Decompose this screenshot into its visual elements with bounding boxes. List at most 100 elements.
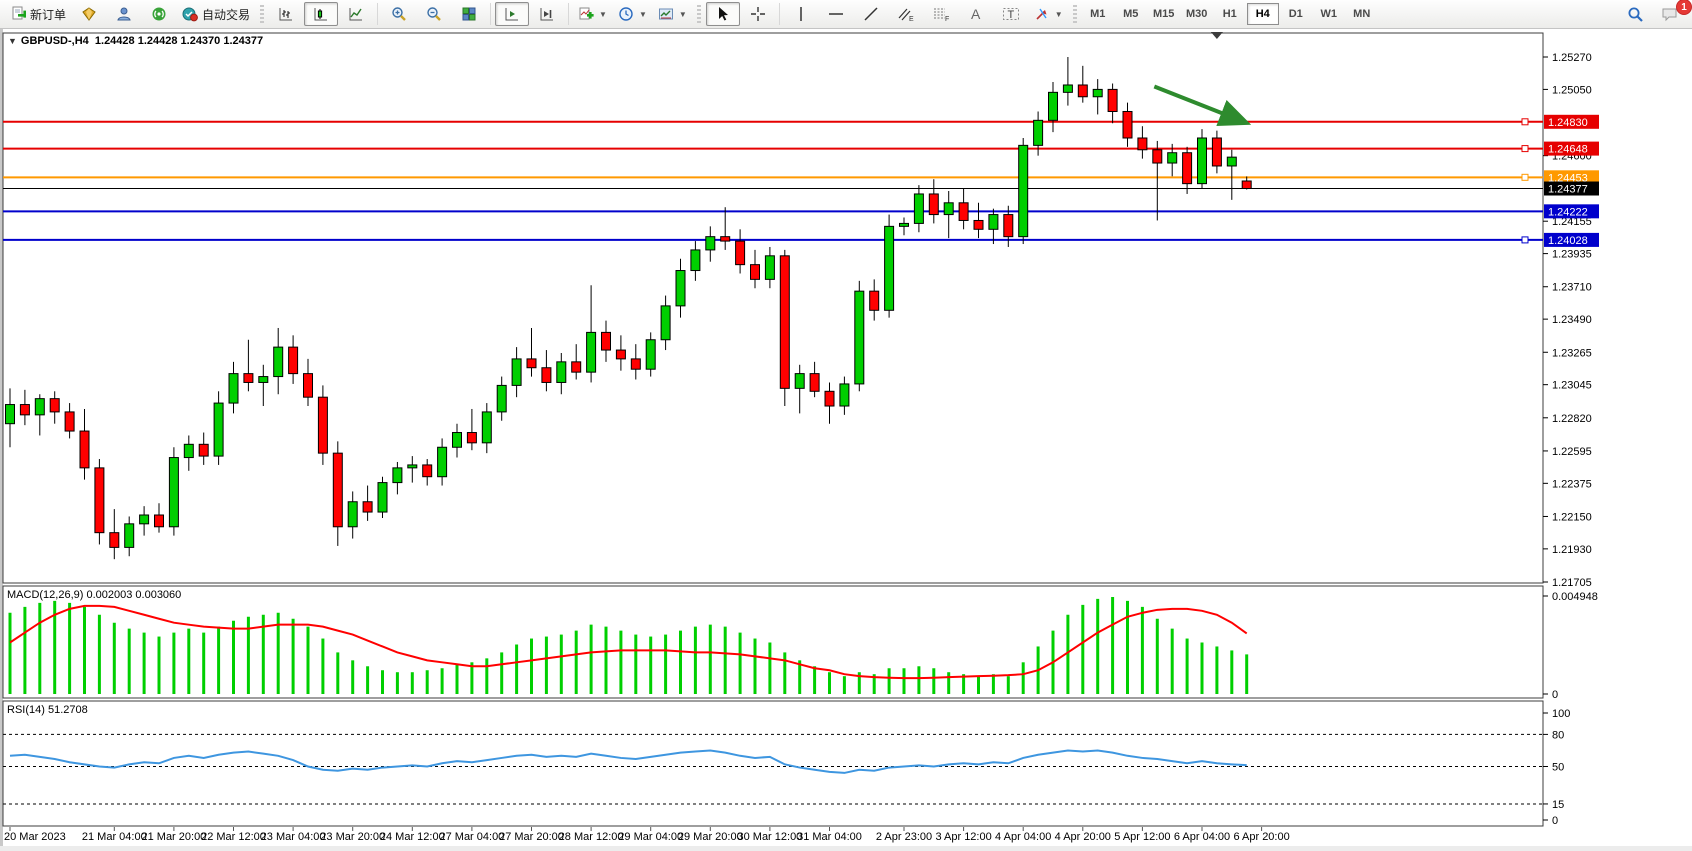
svg-text:1.24155: 1.24155 <box>1552 216 1592 228</box>
toolbar-separator <box>490 3 492 25</box>
chevron-down-icon[interactable]: ▼ <box>638 9 647 19</box>
price-badge <box>1544 204 1599 219</box>
chevron-down-icon[interactable]: ▼ <box>599 9 607 19</box>
timeframe-m1[interactable]: M1 <box>1090 8 1106 20</box>
rsi-panel[interactable] <box>2 700 1544 827</box>
candlestick-chart-icon <box>314 8 328 21</box>
macd-panel[interactable] <box>2 585 1544 699</box>
chevron-down-icon[interactable]: ▼ <box>678 9 687 19</box>
notifications-button[interactable]: 1 <box>1653 0 1692 26</box>
timeframe-m15[interactable]: M15 <box>1153 8 1175 20</box>
candle <box>407 464 418 469</box>
svg-text:T: T <box>1007 9 1014 21</box>
text-button[interactable]: A <box>959 2 993 26</box>
timeframe-w1[interactable]: W1 <box>1320 8 1337 20</box>
candle <box>139 514 150 525</box>
line-handle[interactable] <box>1521 145 1529 153</box>
timeframe-h1[interactable]: H1 <box>1222 8 1237 20</box>
timeframe-m30[interactable]: M30 <box>1186 8 1208 20</box>
bar-chart-button[interactable] <box>269 2 303 26</box>
candlestick-chart-button[interactable] <box>304 2 339 26</box>
chevron-down-icon[interactable]: ▼ <box>1054 9 1063 19</box>
candle <box>690 249 701 272</box>
line-chart-button[interactable] <box>339 2 373 26</box>
chart-dropdown-caret-icon[interactable]: ▼ <box>8 36 17 46</box>
auto-scroll-icon <box>505 8 519 21</box>
date-label: 21 Mar 20:00 <box>141 831 206 843</box>
equidistant-channel-button[interactable]: E <box>889 2 923 26</box>
price-panel[interactable] <box>2 32 1544 584</box>
styles-button[interactable] <box>72 2 106 26</box>
tile-windows-button[interactable] <box>452 2 486 26</box>
zoom-in-button[interactable] <box>382 2 416 26</box>
timeframe-h4[interactable]: H4 <box>1246 3 1279 25</box>
gold-diamond-icon <box>82 7 96 21</box>
add-indicator-button[interactable]: ▼ <box>573 2 612 26</box>
timeframe-mn[interactable]: MN <box>1353 8 1371 20</box>
equidistant-channel-icon: E <box>898 8 914 22</box>
candle <box>1018 144 1029 238</box>
accounts-button[interactable] <box>107 2 141 26</box>
main-toolbar: 新订单 自动交易 ▼ ▼ <box>0 0 1692 29</box>
svg-text:1.24648: 1.24648 <box>1548 144 1588 156</box>
fibonacci-button[interactable]: F <box>924 2 958 26</box>
candle <box>958 202 969 221</box>
line-handle[interactable] <box>1521 236 1529 244</box>
search-button[interactable] <box>1618 2 1652 26</box>
chart-shift-button[interactable] <box>530 2 564 26</box>
candle <box>1003 214 1014 238</box>
timeframe-m5[interactable]: M5 <box>1123 8 1139 20</box>
arrows-button[interactable]: ▼ <box>1029 2 1068 26</box>
auto-trading-button[interactable]: 自动交易 <box>177 2 255 26</box>
cursor-button[interactable] <box>705 2 740 26</box>
tile-windows-icon <box>462 7 476 21</box>
svg-text:1.23710: 1.23710 <box>1552 282 1592 294</box>
timeframe-d1[interactable]: D1 <box>1288 8 1303 20</box>
trend-line-button[interactable] <box>854 2 888 26</box>
candle <box>988 214 999 230</box>
chart-template-button[interactable]: ▼ <box>653 2 692 26</box>
candle <box>273 346 284 378</box>
candle <box>943 202 954 216</box>
candle <box>854 290 865 385</box>
candles-layer <box>5 57 1252 560</box>
price-badge <box>1544 141 1599 156</box>
chart-shift-marker[interactable] <box>1210 32 1223 39</box>
ohlc-values: 1.24428 1.24428 1.24370 1.24377 <box>94 35 264 47</box>
zoom-out-button[interactable] <box>417 2 451 26</box>
candle <box>809 373 820 392</box>
line-handle[interactable] <box>1521 118 1529 126</box>
candle <box>124 523 135 548</box>
candle <box>347 501 358 528</box>
svg-text:80: 80 <box>1552 729 1564 741</box>
zoom-in-icon <box>392 7 406 21</box>
candle <box>526 358 537 369</box>
candle <box>511 358 522 386</box>
crosshair-button[interactable] <box>741 2 775 26</box>
horizontal-line-button[interactable] <box>819 2 853 26</box>
svg-text:1.21705: 1.21705 <box>1552 577 1592 589</box>
candle <box>109 532 120 548</box>
signals-button[interactable] <box>142 2 176 26</box>
svg-text:F: F <box>945 16 949 22</box>
period-clock-button[interactable]: ▼ <box>613 2 652 26</box>
trend-arrow-annotation[interactable] <box>1153 84 1252 126</box>
svg-text:15: 15 <box>1552 799 1564 811</box>
candle <box>720 236 731 242</box>
date-label: 28 Mar 12:00 <box>559 831 624 843</box>
candle <box>1033 119 1044 146</box>
chart-window[interactable]: 1.25270 1.25050 1.24600 1.24155 1.23935 1.237… <box>0 29 1692 851</box>
auto-scroll-button[interactable] <box>495 2 530 26</box>
line-handle[interactable] <box>1521 173 1529 181</box>
new-order-button[interactable]: 新订单 <box>5 2 71 26</box>
candle <box>168 457 179 528</box>
template-icon <box>658 8 673 20</box>
vertical-line-button[interactable] <box>784 2 818 26</box>
candle <box>1107 88 1118 112</box>
candle <box>228 373 239 404</box>
text-label-button[interactable]: T <box>994 2 1028 26</box>
candle <box>735 240 746 266</box>
candle <box>154 514 164 528</box>
chart-canvas[interactable]: 1.252701.250501.246001.241551.239351.237… <box>0 29 1692 851</box>
